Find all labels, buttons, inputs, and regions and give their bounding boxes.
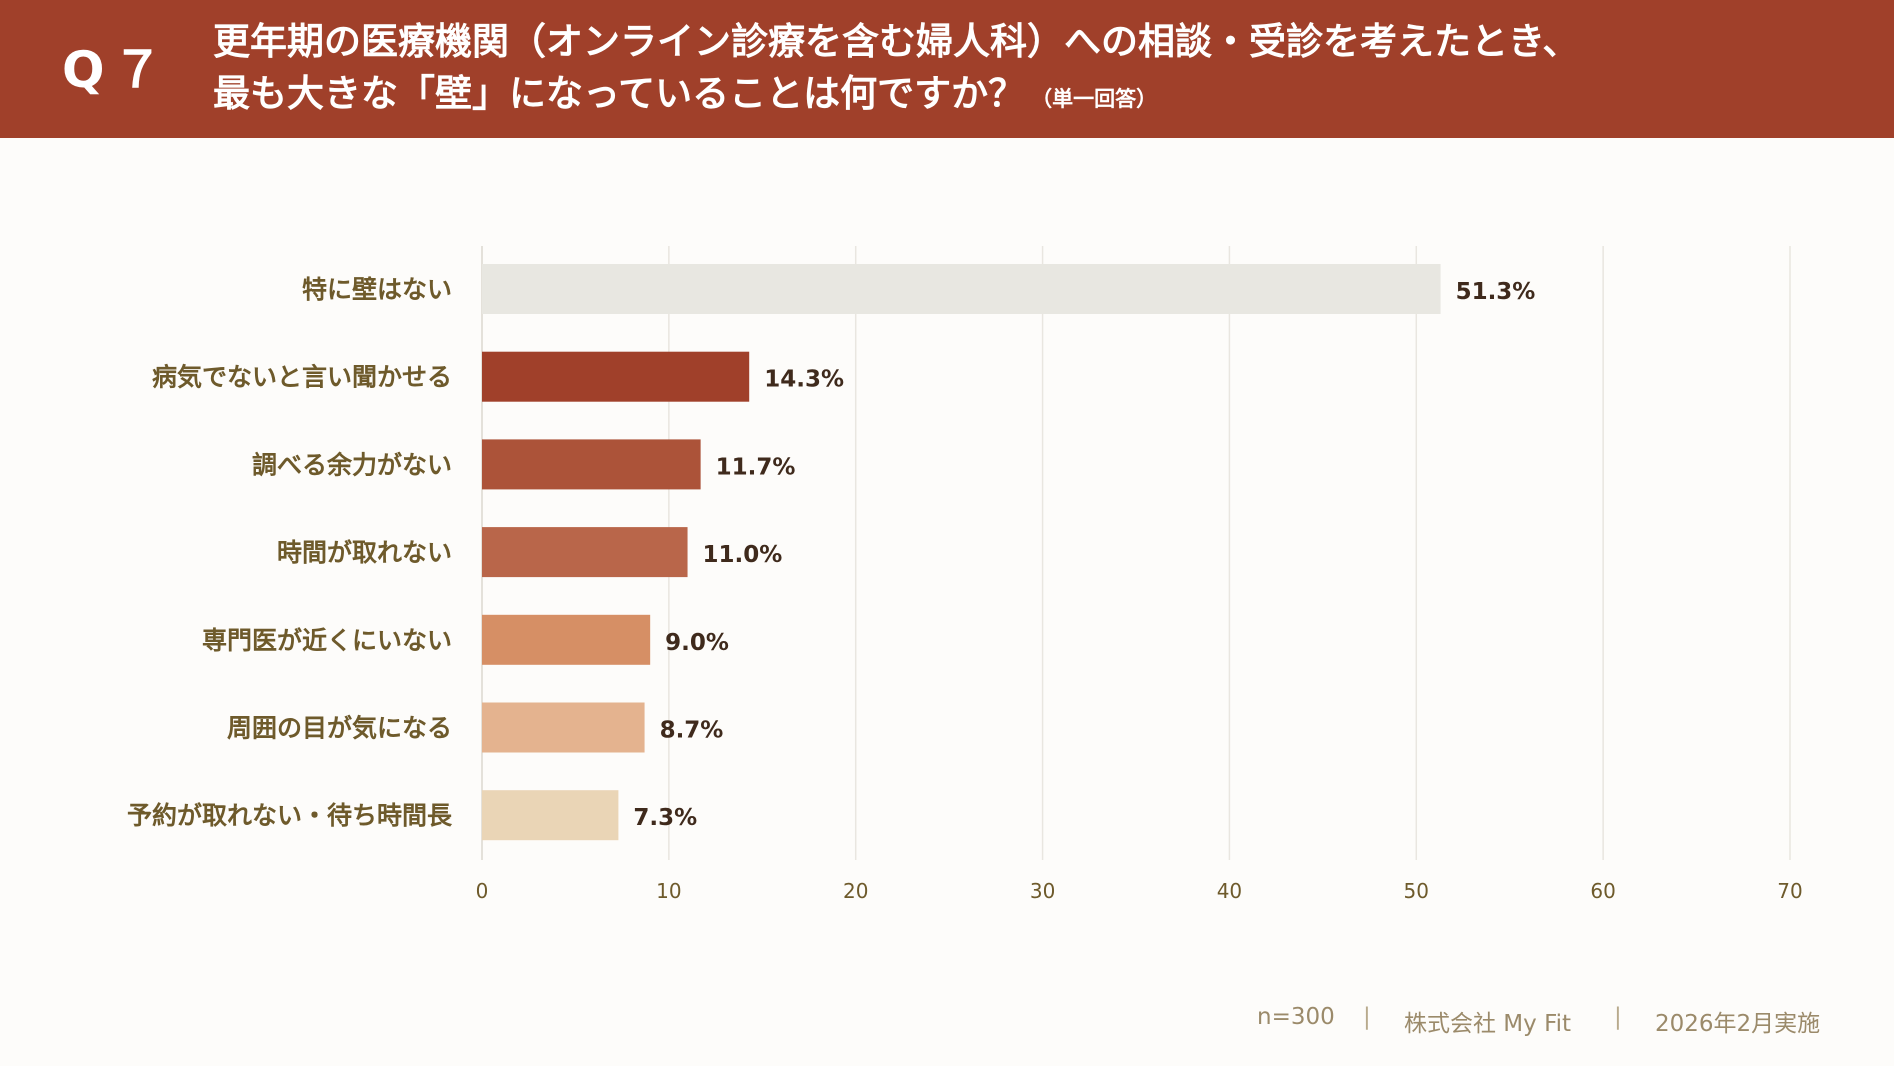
question-text-main: 最も大きな「壁」になっていることは何ですか？ <box>213 72 1026 115</box>
value-label: 8.7% <box>660 718 724 744</box>
category-label: 時間が取れない <box>277 538 452 567</box>
x-tick-label: 30 <box>1030 879 1055 903</box>
category-label: 調べる余力がない <box>252 450 452 479</box>
x-tick-label: 20 <box>843 879 868 903</box>
x-tick-label: 50 <box>1404 879 1429 903</box>
value-label: 9.0% <box>665 630 729 656</box>
survey-date: 2026年2月実施 <box>1655 1011 1821 1037</box>
footer: n=300 | 株式会社 My Fit | 2026年2月実施 <box>0 1004 1894 1040</box>
category-label: 周囲の目が気になる <box>227 714 452 743</box>
x-tick-label: 60 <box>1590 879 1615 903</box>
x-tick-label: 40 <box>1217 879 1242 903</box>
category-labels: 特に壁はない病気でないと言い聞かせる調べる余力がない時間が取れない専門医が近くに… <box>127 275 453 830</box>
question-number: Q７ <box>62 41 171 99</box>
bar <box>482 790 619 841</box>
question-text-line-2: 最も大きな「壁」になっていることは何ですか？ （単一回答） <box>213 70 1157 123</box>
question-header: Q７ 更年期の医療機関（オンライン診療を含む婦人科）への相談・受診を考えたとき、… <box>0 0 1894 138</box>
bar <box>482 614 651 665</box>
footer-separator: | <box>1614 1004 1622 1030</box>
x-tick-label: 70 <box>1777 879 1802 903</box>
value-label: 11.0% <box>703 542 783 568</box>
value-labels: 51.3% 14.3% 11.7% 11.0% 9.0% 8.7% 7.3% <box>633 279 1535 831</box>
x-tick-label: 10 <box>656 879 681 903</box>
value-label: 7.3% <box>633 805 697 831</box>
sample-size: n=300 <box>1257 1004 1335 1030</box>
footer-separator: | <box>1363 1004 1371 1030</box>
bar <box>482 702 645 753</box>
bars <box>482 264 1441 841</box>
question-answer-type-note: （単一回答） <box>1031 87 1158 111</box>
bar <box>482 351 750 402</box>
value-label: 11.7% <box>716 454 796 480</box>
value-label: 14.3% <box>764 367 844 393</box>
bar <box>482 439 701 490</box>
bar-chart: 特に壁はない病気でないと言い聞かせる調べる余力がない時間が取れない専門医が近くに… <box>127 246 1803 903</box>
category-label: 予約が取れない・待ち時間長 <box>127 801 453 830</box>
bar <box>482 264 1441 314</box>
x-tick-label: 0 <box>476 879 489 903</box>
x-axis-ticks: 0 10 20 30 40 50 60 70 <box>476 879 1803 903</box>
category-label: 専門医が近くにいない <box>202 626 452 655</box>
question-text-line-1: 更年期の医療機関（オンライン診療を含む婦人科）への相談・受診を考えたとき、 <box>213 20 1580 63</box>
category-label: 病気でないと言い聞かせる <box>152 363 452 392</box>
company-name: 株式会社 My Fit <box>1404 1011 1572 1037</box>
bar <box>482 527 688 578</box>
value-label: 51.3% <box>1456 279 1536 305</box>
category-label: 特に壁はない <box>302 275 452 304</box>
